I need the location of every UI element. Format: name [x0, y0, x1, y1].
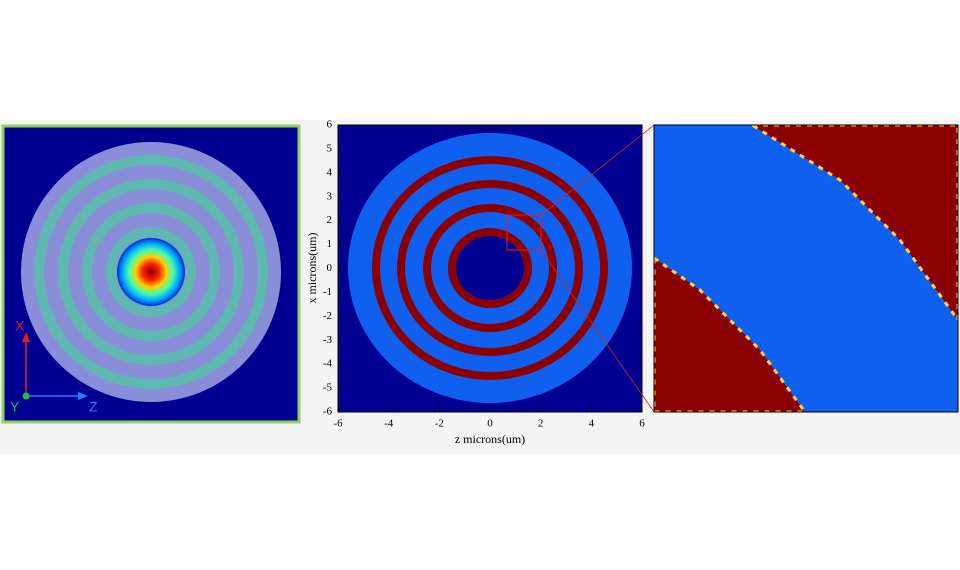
y-tick-label: 0: [327, 262, 333, 274]
x-tick-label: -2: [435, 418, 444, 430]
y-tick-label: -4: [323, 358, 333, 370]
index-plot: z microns(um) x microns(um) -6 -4 -2 0 2 4 6 -6…: [305, 119, 655, 446]
y-axis-label: x microns(um): [305, 233, 319, 304]
layout-panel: X Y Z: [1, 124, 301, 424]
y-tick-label: 2: [327, 214, 333, 226]
y-tick-label: -1: [323, 286, 332, 298]
axis-y-label: Y: [10, 399, 20, 415]
y-tick-label: -6: [323, 406, 333, 418]
x-tick-label: 6: [639, 418, 645, 430]
y-tick-label: 4: [327, 166, 333, 178]
x-axis-label: z microns(um): [455, 432, 525, 446]
axis-x-label: X: [15, 318, 25, 334]
axis-z-label: Z: [89, 399, 98, 415]
y-tick-label: -2: [323, 310, 332, 322]
zoom-panel: [653, 124, 959, 413]
x-tick-label: 2: [538, 418, 544, 430]
x-tick-label: 0: [487, 418, 493, 430]
x-tick-label: -6: [333, 418, 343, 430]
y-tick-label: -3: [323, 334, 333, 346]
y-tick-label: 3: [327, 190, 333, 202]
y-tick-label: 1: [327, 238, 333, 250]
y-tick-label: 5: [327, 142, 333, 154]
x-tick-label: 4: [589, 418, 595, 430]
y-tick-label: -5: [323, 382, 333, 394]
x-tick-label: -4: [384, 418, 394, 430]
y-tick-label: 6: [327, 119, 333, 131]
